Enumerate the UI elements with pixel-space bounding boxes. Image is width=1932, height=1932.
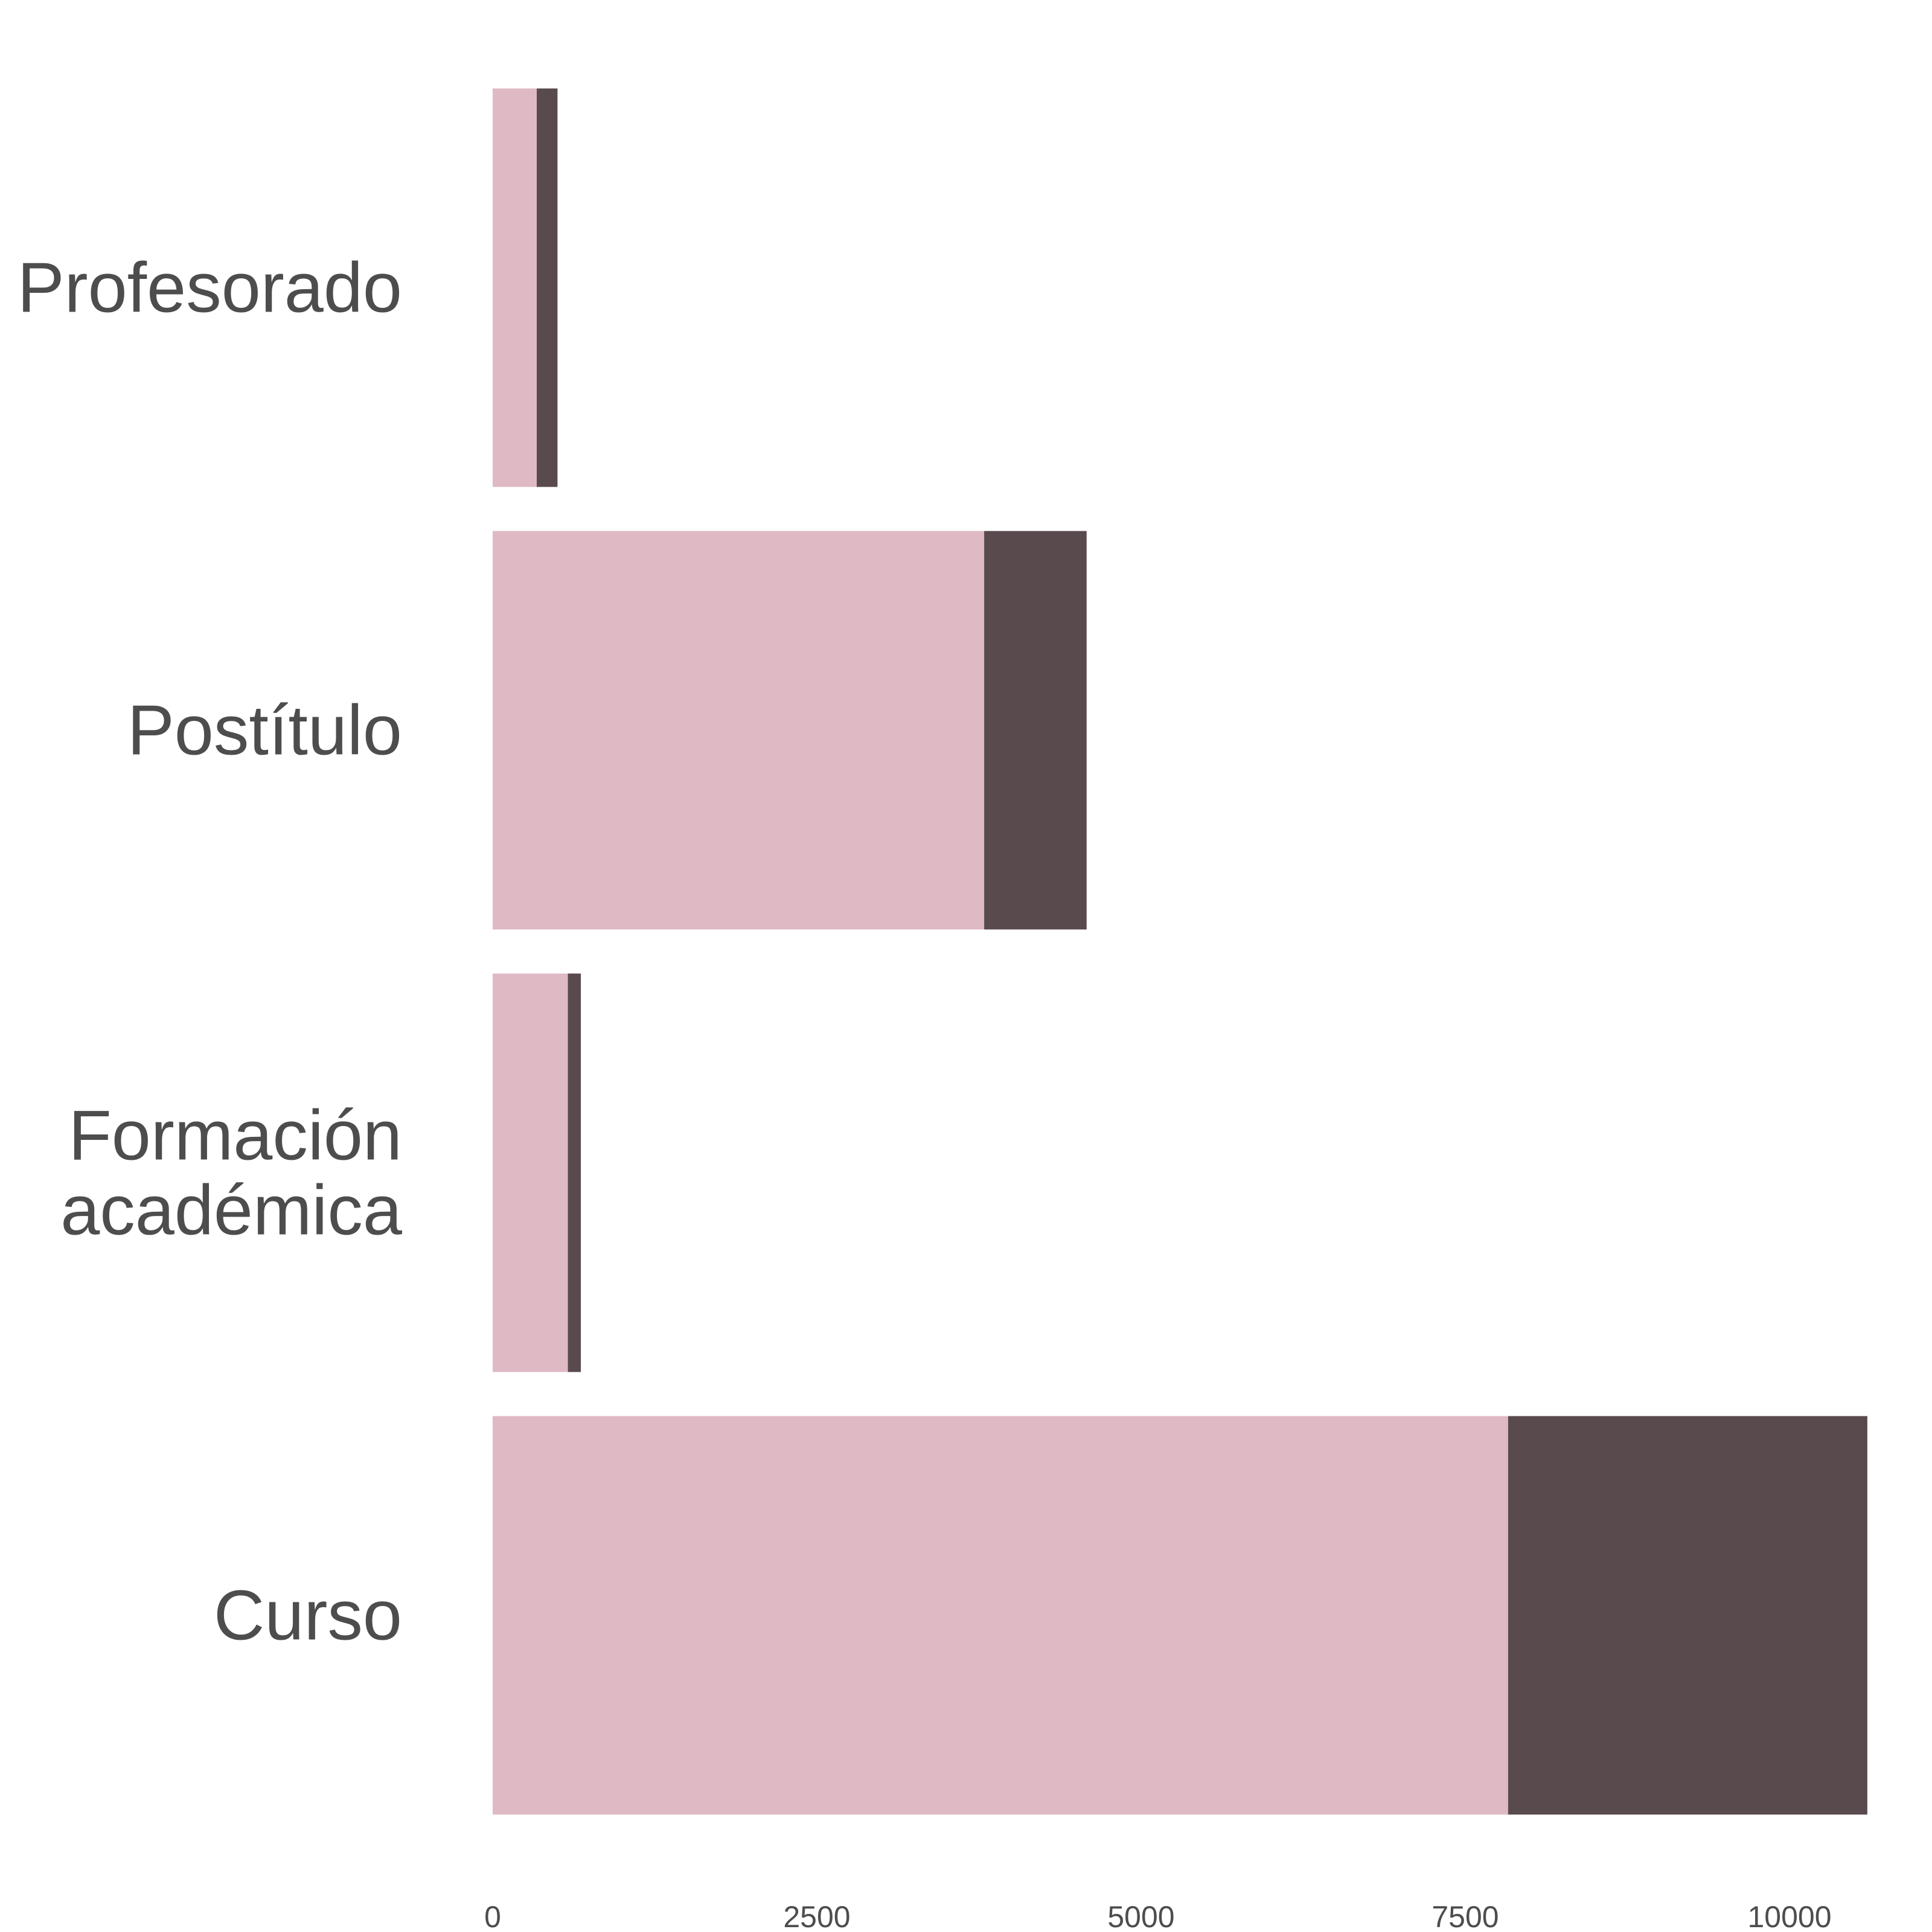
- bar-segment-2-1: [493, 531, 985, 930]
- category-label-3: Formación académica: [60, 1096, 403, 1250]
- category-label-line: Profesorado: [18, 248, 402, 327]
- x-tick-label: 5000: [1107, 1900, 1174, 1932]
- category-label-4: Curso: [214, 1576, 402, 1655]
- category-label-1: Profesorado: [18, 248, 402, 327]
- bar-segment-3-1: [493, 973, 568, 1372]
- category-label-line: Postítulo: [127, 691, 402, 770]
- x-tick-label: 7500: [1431, 1900, 1499, 1932]
- category-label-line: académica: [60, 1171, 403, 1250]
- bar-segment-3-2: [568, 973, 581, 1372]
- category-label-line: Formación: [68, 1096, 402, 1175]
- x-tick-label: 10000: [1747, 1900, 1831, 1932]
- bar-segment-1-2: [537, 88, 558, 487]
- bar-segment-1-1: [493, 88, 537, 487]
- category-labels: Profesorado Postítulo Formación académica Cu…: [18, 248, 403, 1655]
- x-axis-ticks: 0 2500 5000 7500 10000: [484, 1900, 1831, 1932]
- bar-segment-2-2: [984, 531, 1087, 930]
- bars-layer: [493, 88, 1867, 1815]
- category-label-line: Curso: [214, 1576, 402, 1655]
- x-tick-label: 0: [484, 1900, 501, 1932]
- bar-segment-4-1: [493, 1416, 1508, 1815]
- x-tick-label: 2500: [783, 1900, 850, 1932]
- bar-segment-4-2: [1508, 1416, 1867, 1815]
- category-label-2: Postítulo: [127, 691, 402, 770]
